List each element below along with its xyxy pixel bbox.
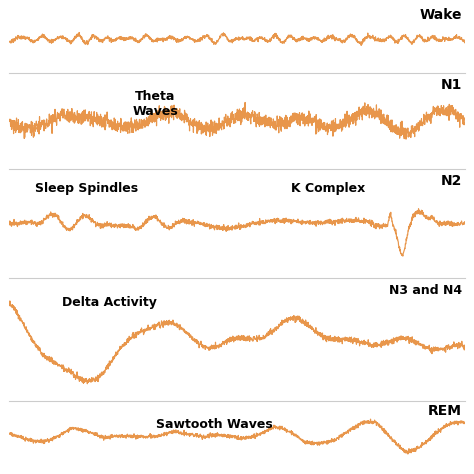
Text: K Complex: K Complex <box>291 182 365 195</box>
Text: Wake: Wake <box>420 8 462 22</box>
Text: N3 and N4: N3 and N4 <box>389 284 462 297</box>
Text: Delta Activity: Delta Activity <box>62 296 157 310</box>
Text: Theta
Waves: Theta Waves <box>132 90 178 118</box>
Text: N2: N2 <box>441 174 462 188</box>
Text: REM: REM <box>428 404 462 419</box>
Text: Sawtooth Waves: Sawtooth Waves <box>156 418 273 431</box>
Text: Sleep Spindles: Sleep Spindles <box>35 182 138 195</box>
Text: N1: N1 <box>441 78 462 92</box>
